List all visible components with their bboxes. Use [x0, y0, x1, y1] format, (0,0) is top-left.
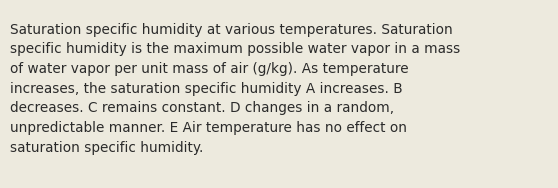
Text: Saturation specific humidity at various temperatures. Saturation
specific humidi: Saturation specific humidity at various …	[10, 23, 460, 155]
